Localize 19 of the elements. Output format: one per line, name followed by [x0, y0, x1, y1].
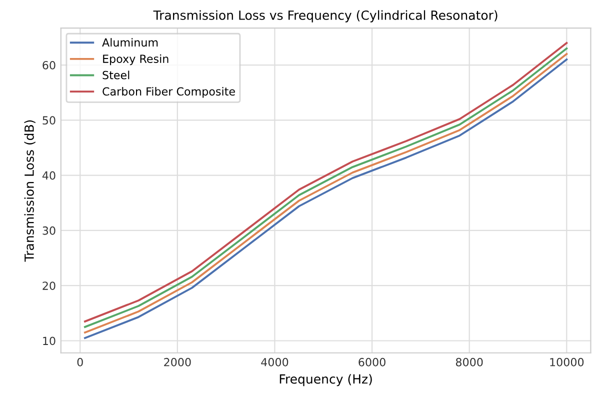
chart-title: Transmission Loss vs Frequency (Cylindrical Resonator): [153, 10, 498, 22]
legend-label: Steel: [102, 70, 130, 80]
legend-label: Carbon Fiber Composite: [102, 86, 235, 98]
x-axis-title: Frequency (Hz): [280, 374, 372, 386]
legend-label: Aluminum: [102, 38, 158, 47]
y-tick-label: 50: [42, 116, 56, 125]
y-tick-label: 60: [42, 60, 56, 70]
y-tick-label: 20: [42, 282, 56, 290]
x-tick-label: 2000: [164, 358, 191, 366]
x-tick-label: 4000: [261, 358, 288, 366]
y-axis-title: Transmission Loss (dB): [24, 120, 36, 262]
legend-label: Epoxy Resin: [103, 54, 168, 66]
y-tick-label: 30: [42, 226, 56, 235]
x-tick-label: 6000: [358, 358, 386, 366]
x-tick-label: 8000: [456, 358, 483, 366]
x-tick-label: 10000: [550, 358, 584, 366]
y-tick-label: 10: [43, 336, 56, 346]
y-tick-label: 40: [42, 171, 56, 180]
x-tick-label: 0: [77, 358, 83, 366]
